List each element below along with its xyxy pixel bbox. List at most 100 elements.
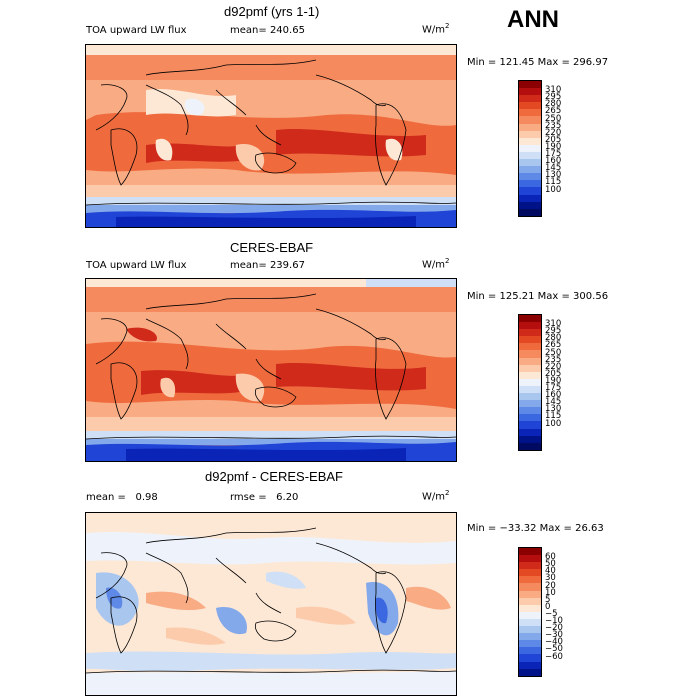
units-text: W/m — [422, 259, 445, 271]
colorbar-swatch — [519, 144, 541, 152]
colorbar — [518, 547, 542, 677]
colorbar-swatch — [519, 357, 541, 365]
colorbar-tick-label: 190 — [545, 375, 562, 386]
colorbar-swatch — [519, 393, 541, 401]
rmse-text: rmse = — [230, 492, 267, 503]
colorbar-swatch — [519, 194, 541, 202]
colorbar-tick-label: 130 — [545, 404, 562, 415]
colorbar-swatch — [519, 569, 541, 577]
units-label: W/m2 — [422, 22, 449, 35]
colorbar-swatch — [519, 442, 541, 450]
colorbar-swatch — [519, 322, 541, 330]
colorbar-tick-label: 190 — [545, 141, 562, 152]
colorbar — [518, 80, 542, 217]
colorbar-tick-label: 60 — [545, 552, 556, 563]
mean-label: mean = 0.98 — [86, 492, 158, 503]
colorbar-swatch — [519, 109, 541, 117]
colorbar-tick-label: −10 — [545, 616, 563, 626]
mean-text: mean = — [86, 492, 126, 503]
colorbar-tick-label: 310 — [545, 319, 562, 330]
colorbar-tick-label: −40 — [545, 637, 563, 648]
colorbar-swatch — [519, 668, 541, 676]
colorbar-tick-label: 20 — [545, 580, 556, 591]
colorbar-swatch — [519, 336, 541, 344]
colorbar-swatch — [519, 187, 541, 195]
colorbar-tick-label: 235 — [545, 120, 562, 131]
colorbar-tick-label: 250 — [545, 347, 562, 358]
mean-text: mean= — [230, 25, 267, 36]
colorbar-tick-label: 295 — [545, 92, 562, 103]
colorbar-swatch — [519, 421, 541, 429]
colorbar-swatch — [519, 626, 541, 634]
colorbar-swatch — [519, 343, 541, 351]
panel-title: CERES-EBAF — [230, 240, 314, 255]
colorbar-tick-label: 160 — [545, 390, 562, 401]
colorbar-tick-label: −50 — [545, 644, 563, 655]
units-text: W/m — [422, 491, 445, 503]
colorbar-tick-label: −60 — [545, 651, 563, 662]
colorbar-swatch — [519, 576, 541, 584]
mean-label: mean= 240.65 — [230, 25, 305, 36]
mean-value: 239.67 — [269, 260, 305, 271]
colorbar-swatch — [519, 654, 541, 662]
colorbar-tick-label: −20 — [545, 623, 563, 634]
season-label: ANN — [507, 6, 559, 33]
variable-label: TOA upward LW flux — [86, 25, 187, 36]
minmax-label: Min = 121.45 Max = 296.97 — [467, 57, 609, 68]
colorbar-swatch — [519, 159, 541, 167]
units-sup: 2 — [445, 257, 450, 265]
colorbar-swatch — [519, 180, 541, 188]
colorbar-tick-label: 100 — [545, 418, 562, 429]
colorbar-swatch — [519, 548, 541, 556]
colorbar-swatch — [519, 647, 541, 655]
colorbar-tick-label: 205 — [545, 134, 562, 145]
colorbar-tick-label: 280 — [545, 99, 562, 110]
colorbar-swatch — [519, 88, 541, 96]
colorbar-swatch — [519, 640, 541, 648]
panel-title: d92pmf (yrs 1-1) — [224, 4, 320, 19]
colorbar-tick-label: −5 — [545, 608, 558, 619]
map-difference — [85, 512, 457, 696]
colorbar-tick-label: 50 — [545, 559, 556, 570]
colorbar-swatch — [519, 661, 541, 669]
colorbar-tick-label: 220 — [545, 361, 562, 372]
colorbar-swatch — [519, 208, 541, 216]
colorbar-tick-label: 5 — [545, 594, 551, 605]
colorbar-swatch — [519, 414, 541, 422]
colorbar-swatch — [519, 428, 541, 436]
colorbar-swatch — [519, 315, 541, 323]
colorbar-tick-label: 130 — [545, 170, 562, 181]
colorbar-tick-label: 235 — [545, 354, 562, 365]
colorbar-tick-label: 145 — [545, 163, 562, 174]
mean-value: 240.65 — [269, 25, 305, 36]
colorbar-swatch — [519, 102, 541, 110]
colorbar-tick-label: 145 — [545, 397, 562, 408]
minmax-label: Min = −33.32 Max = 26.63 — [467, 523, 604, 534]
colorbar-tick-label: 175 — [545, 383, 562, 393]
mean-text: mean= — [230, 260, 267, 271]
panel-title: d92pmf - CERES-EBAF — [205, 469, 343, 484]
colorbar-tick-label: 250 — [545, 113, 562, 124]
colorbar-tick-label: 295 — [545, 326, 562, 337]
colorbar-tick-label: 10 — [545, 587, 556, 598]
colorbar-swatch — [519, 123, 541, 131]
colorbar-swatch — [519, 385, 541, 394]
mean-value: 0.98 — [135, 492, 158, 503]
colorbar-swatch — [519, 201, 541, 209]
colorbar-tick-label: 310 — [545, 85, 562, 96]
colorbar-swatch — [519, 173, 541, 181]
units-sup: 2 — [445, 489, 450, 497]
colorbar-swatch — [519, 350, 541, 358]
colorbar-swatch — [519, 329, 541, 337]
colorbar-swatch — [519, 611, 541, 619]
colorbar-swatch — [519, 116, 541, 124]
colorbar-swatch — [519, 407, 541, 415]
rmse-value: 6.20 — [276, 492, 299, 503]
colorbar-swatch — [519, 137, 541, 145]
colorbar-swatch — [519, 555, 541, 563]
colorbar-tick-label: 160 — [545, 156, 562, 167]
colorbar-swatch — [519, 364, 541, 372]
colorbar-swatch — [519, 435, 541, 443]
colorbar-swatch — [519, 130, 541, 138]
colorbar-swatch — [519, 583, 541, 591]
